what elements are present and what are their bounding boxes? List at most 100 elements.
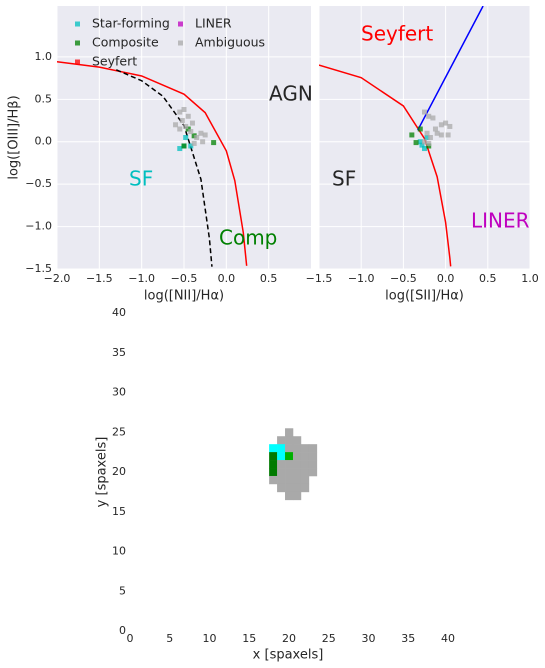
point bbox=[188, 129, 194, 135]
point bbox=[191, 140, 197, 146]
point bbox=[194, 135, 200, 140]
spaxel bbox=[277, 483, 286, 493]
x-tick-label: 0 bbox=[127, 632, 134, 645]
x-tick-label: 30 bbox=[362, 632, 376, 645]
y-tick-label: 15 bbox=[112, 505, 126, 518]
point bbox=[438, 122, 444, 128]
spaxel bbox=[308, 444, 318, 453]
region-label: SF bbox=[129, 167, 153, 191]
spaxel bbox=[269, 452, 278, 461]
x-tick-label: 0.5 bbox=[260, 272, 278, 285]
x-axis-label: x [spaxels] bbox=[253, 648, 324, 663]
y-axis-label: log([OIII]/Hβ) bbox=[7, 95, 22, 179]
spaxel bbox=[285, 452, 294, 461]
spaxel bbox=[308, 452, 318, 461]
spaxel bbox=[285, 468, 294, 477]
x-tick-label: 10 bbox=[203, 632, 217, 645]
point bbox=[177, 126, 183, 132]
point bbox=[422, 139, 427, 145]
point bbox=[409, 132, 415, 138]
y-tick-label: 0 bbox=[119, 624, 126, 637]
legend-label: Seyfert bbox=[92, 54, 137, 69]
point bbox=[183, 123, 189, 129]
x-tick-label: 0.5 bbox=[479, 272, 497, 285]
region-label: SF bbox=[332, 167, 356, 191]
point bbox=[185, 126, 191, 132]
point bbox=[447, 123, 453, 129]
spaxel bbox=[269, 444, 278, 453]
spaxel bbox=[285, 475, 294, 485]
spaxel bbox=[285, 436, 294, 445]
point bbox=[426, 143, 432, 149]
point bbox=[434, 130, 440, 136]
spaxel bbox=[269, 460, 278, 469]
spaxel bbox=[292, 475, 302, 485]
point bbox=[417, 139, 423, 145]
x-axis-label: log([NII]/Hα) bbox=[144, 289, 224, 304]
point bbox=[424, 130, 430, 136]
point bbox=[430, 115, 436, 121]
point bbox=[191, 133, 197, 139]
point bbox=[424, 135, 430, 140]
spaxel bbox=[292, 436, 302, 445]
x-tick-label: −2.0 bbox=[44, 272, 71, 285]
spaxel bbox=[277, 436, 286, 445]
x-tick-label: −0.5 bbox=[390, 272, 417, 285]
point bbox=[427, 135, 433, 140]
boundary-line bbox=[57, 60, 248, 266]
spaxel bbox=[308, 460, 318, 469]
point bbox=[445, 132, 451, 138]
spaxel bbox=[285, 428, 294, 437]
spaxel bbox=[277, 444, 286, 453]
region-label: AGN bbox=[269, 82, 313, 106]
point bbox=[443, 120, 449, 126]
spaxel bbox=[300, 452, 310, 461]
region-label: LINER bbox=[471, 209, 530, 233]
spaxel bbox=[300, 460, 310, 469]
legend-marker bbox=[75, 40, 80, 46]
point bbox=[181, 143, 187, 149]
legend-marker bbox=[178, 40, 183, 46]
spaxel bbox=[277, 475, 286, 485]
x-tick-label: 5 bbox=[166, 632, 173, 645]
y-tick-label: −1.0 bbox=[25, 220, 52, 233]
x-tick-label: 20 bbox=[282, 632, 296, 645]
x-tick-label: 40 bbox=[441, 632, 455, 645]
boundary-line bbox=[417, 6, 484, 131]
spaxel bbox=[300, 483, 310, 493]
y-tick-label: 0.5 bbox=[35, 92, 53, 105]
point bbox=[177, 109, 183, 115]
spaxel bbox=[292, 468, 302, 477]
x-tick-label: 35 bbox=[401, 632, 415, 645]
y-tick-label: −0.5 bbox=[25, 177, 52, 190]
spaxel bbox=[300, 475, 310, 485]
y-tick-label: 1.0 bbox=[35, 50, 53, 63]
legend-label: Composite bbox=[92, 35, 159, 50]
x-tick-label: 25 bbox=[322, 632, 336, 645]
point bbox=[417, 126, 423, 132]
y-tick-label: 30 bbox=[112, 386, 126, 399]
x-axis-label: log([SII]/Hα) bbox=[385, 289, 464, 304]
point bbox=[426, 113, 432, 119]
spaxel bbox=[292, 483, 302, 493]
boundary-line bbox=[319, 64, 452, 267]
legend-label: LINER bbox=[195, 16, 232, 31]
point bbox=[422, 109, 427, 115]
x-tick-label: 0.0 bbox=[218, 272, 236, 285]
point bbox=[413, 140, 419, 146]
point bbox=[419, 142, 425, 148]
y-tick-label: 25 bbox=[112, 425, 126, 438]
legend-label: Star-forming bbox=[92, 16, 170, 31]
legend-label: Ambiguous bbox=[195, 35, 265, 50]
spaxel bbox=[292, 491, 302, 501]
legend-marker bbox=[75, 21, 80, 27]
point bbox=[189, 120, 195, 126]
point bbox=[426, 140, 432, 146]
point bbox=[432, 126, 438, 132]
x-tick-label: 1.0 bbox=[521, 272, 539, 285]
plot-content bbox=[57, 60, 248, 267]
point bbox=[181, 107, 187, 113]
y-tick-label: 5 bbox=[119, 584, 126, 597]
y-tick-label: 20 bbox=[112, 465, 126, 478]
spaxel bbox=[285, 444, 294, 453]
